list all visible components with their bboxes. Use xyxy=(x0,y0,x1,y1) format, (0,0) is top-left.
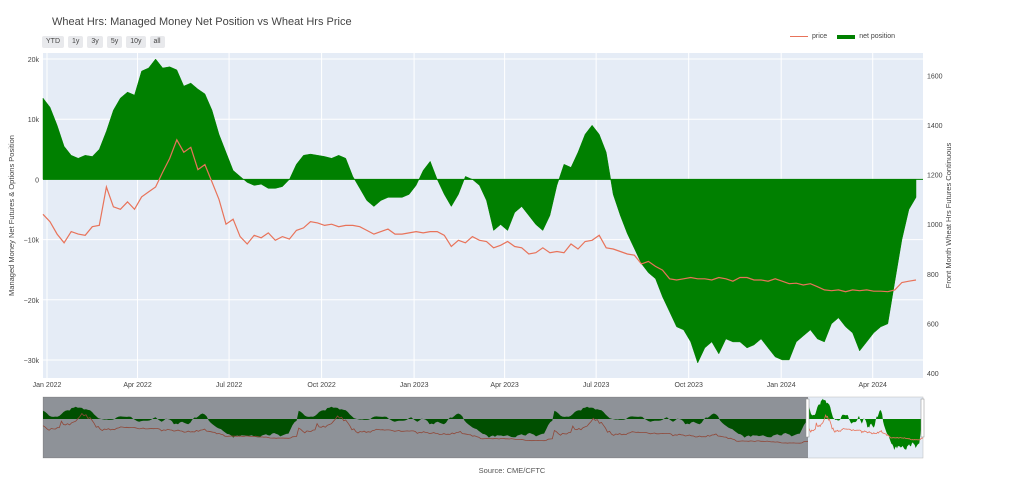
legend-label-net-position: net position xyxy=(859,33,895,40)
y2-tick-label: 1000 xyxy=(927,222,943,229)
slider-price-line-history xyxy=(42,412,809,444)
x-tick-label: Apr 2024 xyxy=(859,382,888,389)
source-note: Source: CME/CFTC xyxy=(478,466,546,475)
range-button-1y[interactable]: 1y xyxy=(68,36,84,48)
net-position-area xyxy=(42,58,917,364)
range-button-10y[interactable]: 10y xyxy=(126,36,146,48)
legend: price net position xyxy=(790,33,895,40)
main-plot[interactable]: 20k 10k 0 −10k −20k −30k Jan 2022 Apr 2022 Jul 2… xyxy=(7,53,953,389)
y-tick-label: −10k xyxy=(24,238,40,245)
y-tick-label: 10k xyxy=(28,117,40,124)
y-tick-label: 20k xyxy=(28,57,40,64)
y-tick-label: −30k xyxy=(24,358,40,365)
x-tick-label: Jul 2023 xyxy=(583,382,610,389)
y-axis-title: Managed Money Net Futures & Options Posi… xyxy=(7,135,16,296)
x-tick-label: Jan 2024 xyxy=(767,382,796,389)
y2-tick-label: 400 xyxy=(927,371,939,378)
price-line xyxy=(42,138,917,293)
range-selector: YTD 1y 3y 5y 10y all xyxy=(42,36,165,48)
x-tick-label: Jan 2023 xyxy=(400,382,429,389)
legend-label-price: price xyxy=(812,33,828,40)
y2-tick-label: 1200 xyxy=(927,173,943,180)
range-button-5y[interactable]: 5y xyxy=(106,36,123,48)
net-position-swatch xyxy=(837,34,856,39)
slider-net-area-window xyxy=(808,398,923,450)
slider-price-line-window xyxy=(807,414,924,441)
y2-tick-label: 600 xyxy=(927,321,939,328)
y2-tick-label: 1600 xyxy=(927,73,943,80)
y-tick-label: −20k xyxy=(24,298,40,305)
x-tick-label: Apr 2022 xyxy=(123,382,152,389)
slider-mask xyxy=(43,397,808,458)
range-button-3y[interactable]: 3y xyxy=(87,36,103,48)
legend-item-net-position[interactable]: net position xyxy=(837,33,895,40)
chart-title: Wheat Hrs: Managed Money Net Position vs… xyxy=(52,16,352,28)
x-tick-label: Oct 2022 xyxy=(307,382,336,389)
range-button-all[interactable]: all xyxy=(149,36,165,48)
x-tick-label: Oct 2023 xyxy=(674,382,703,389)
slider-handle-left xyxy=(805,398,810,438)
x-tick-label: Apr 2023 xyxy=(490,382,519,389)
legend-item-price[interactable]: price xyxy=(790,33,827,40)
range-button-ytd[interactable]: YTD xyxy=(42,36,64,48)
y-tick-label: 0 xyxy=(35,177,39,184)
y2-tick-label: 800 xyxy=(927,272,939,279)
slider-handle-right xyxy=(920,398,925,438)
x-tick-label: Jan 2022 xyxy=(33,382,62,389)
price-line-swatch xyxy=(790,36,808,37)
slider-net-area-history xyxy=(43,406,808,438)
y2-axis-title: Front Month Wheat Hrs Futures Continuous xyxy=(944,143,953,289)
y2-tick-label: 1400 xyxy=(927,123,943,130)
x-tick-label: Jul 2022 xyxy=(216,382,243,389)
range-slider[interactable] xyxy=(42,396,925,459)
